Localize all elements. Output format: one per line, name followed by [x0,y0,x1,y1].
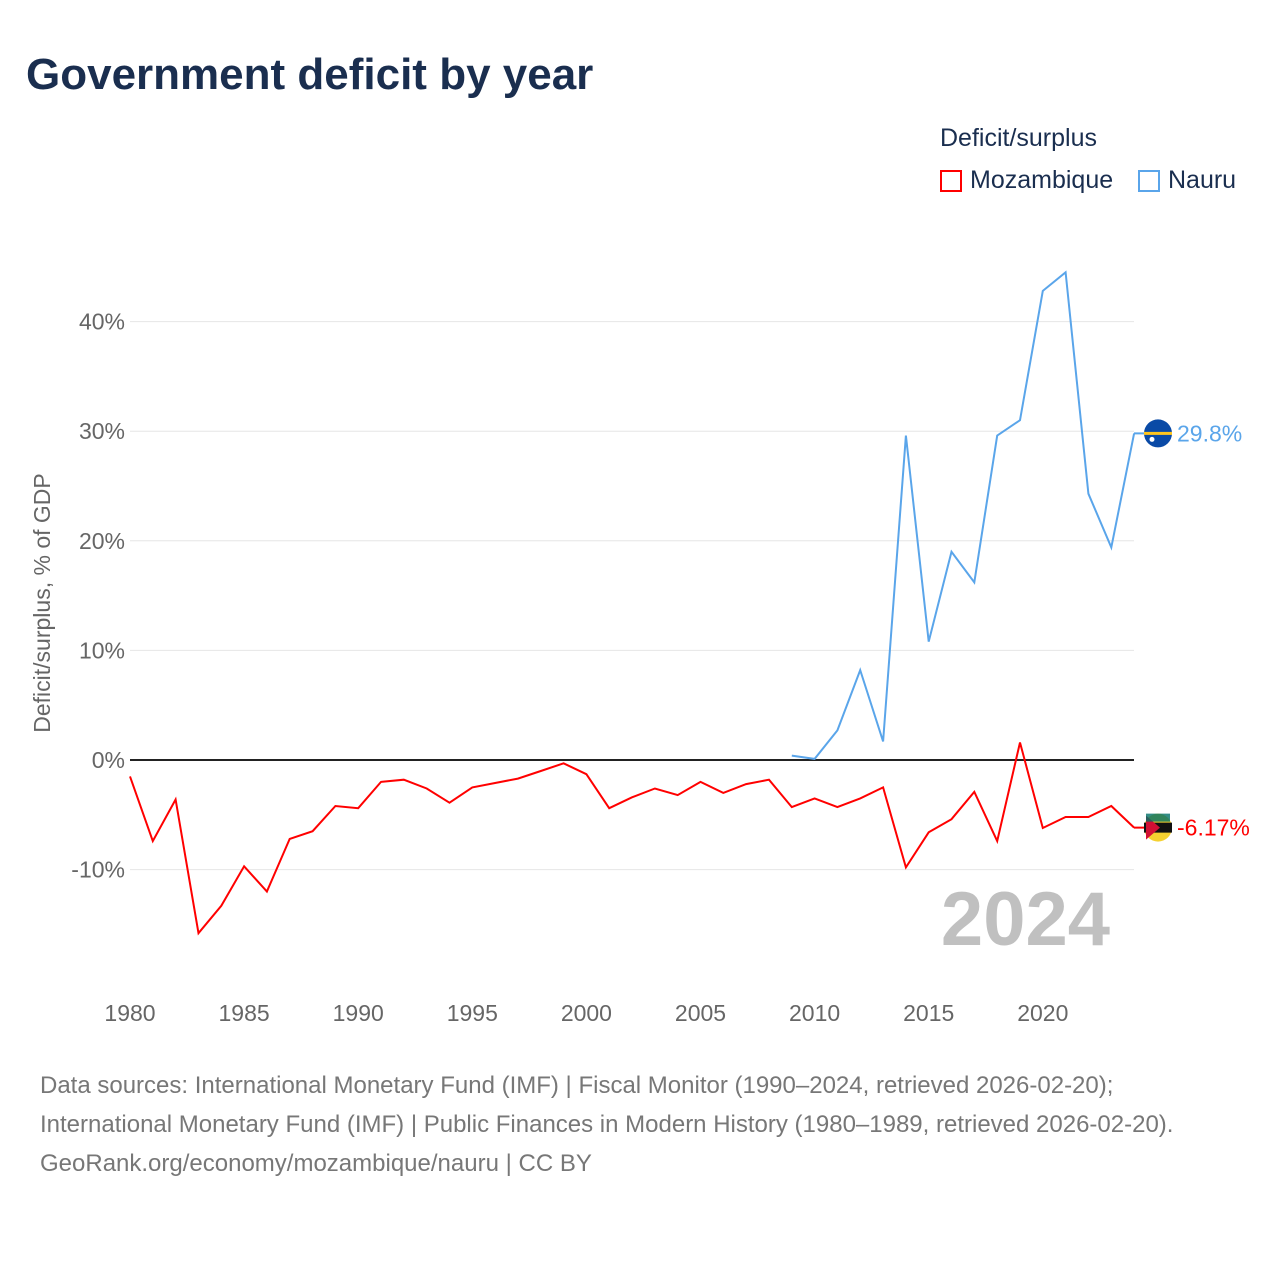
x-tick-label: 1990 [333,1000,384,1026]
flag-stripe [1144,431,1172,435]
end-label-nauru: 29.8% [1177,420,1242,446]
legend-swatch [940,169,962,192]
year-watermark: 2024 [941,877,1110,962]
legend-item-mozambique[interactable]: Mozambique [940,166,1113,195]
x-tick-label: 2020 [1017,1000,1068,1026]
x-tick-label: 2010 [789,1000,840,1026]
x-tick-label: 1980 [104,1000,155,1026]
y-tick-label: 20% [79,528,125,554]
footer-link[interactable]: GeoRank.org/economy/mozambique/nauru | C… [40,1150,592,1177]
y-tick-label: 30% [79,418,125,444]
sources-text: Data sources: International Monetary Fun… [40,1072,1174,1138]
y-tick-label: 0% [92,747,125,773]
x-tick-label: 2005 [675,1000,726,1026]
flag-star [1149,436,1155,442]
legend-title: Deficit/surplus [940,124,1097,152]
series-line-nauru [791,270,1136,760]
y-tick-label: -10% [71,857,125,883]
legend-swatch [1138,169,1160,192]
series-line-mozambique [129,742,1135,936]
x-tick-label: 1995 [447,1000,498,1026]
end-label-mozambique: -6.17% [1177,815,1250,841]
x-tick-label: 1985 [219,1000,270,1026]
legend-label: Nauru [1168,166,1237,194]
y-axis-label: Deficit/surplus, % of GDP [29,473,55,732]
chart-title: Government deficit by year [26,50,594,99]
legend-label: Mozambique [970,166,1114,194]
flag-stripe [1146,813,1170,822]
x-tick-label: 2000 [561,1000,612,1026]
chart-plot: 40% 30% 20% 10% 0% -10% 1980 1985 1990 1995 2000 20… [29,270,1250,1026]
x-tick-label: 2015 [903,1000,954,1026]
chart-sources: Data sources: International Monetary Fun… [40,1066,1240,1183]
y-tick-label: 40% [79,309,125,335]
legend-item-nauru[interactable]: Nauru [1138,166,1236,195]
y-tick-label: 10% [79,637,125,663]
